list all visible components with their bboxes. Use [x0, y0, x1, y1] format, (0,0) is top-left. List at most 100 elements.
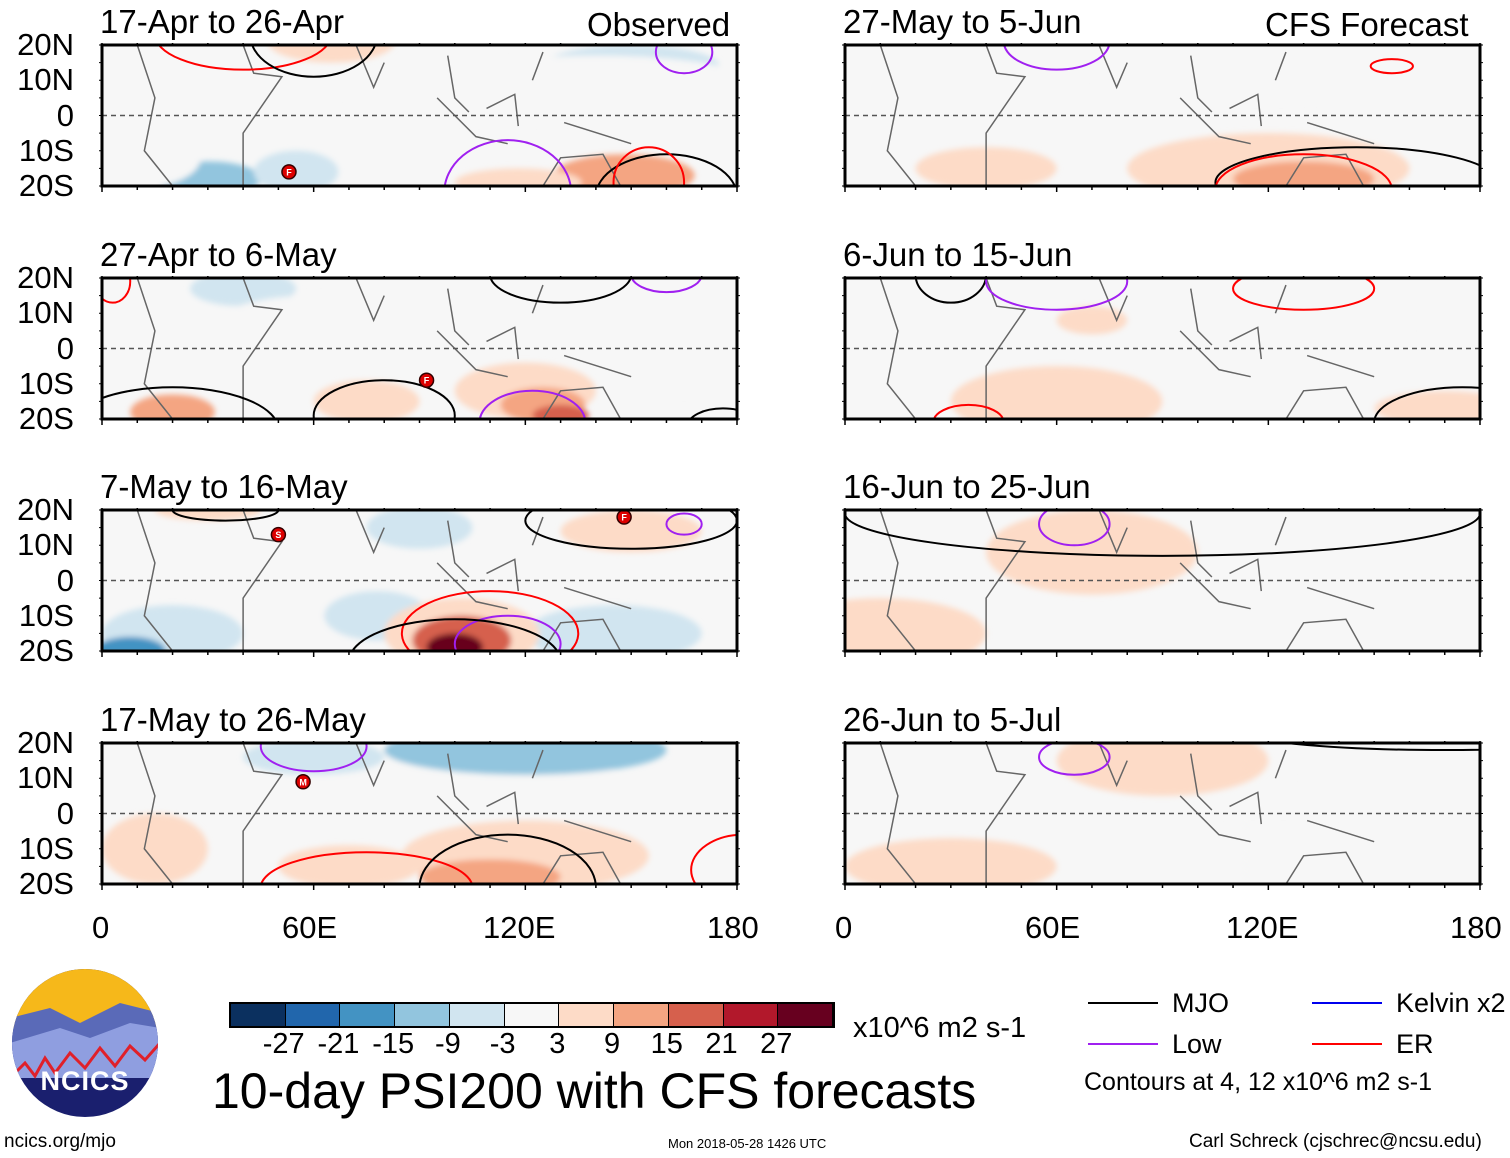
contour-er — [690, 833, 737, 884]
contour-mjo — [524, 510, 737, 550]
panel-title: 17-May to 26-May — [100, 701, 366, 738]
contour-low — [443, 139, 572, 186]
y-tick: 20S — [18, 401, 74, 436]
svg-text:F: F — [286, 167, 292, 177]
contour-mjo — [845, 510, 1480, 557]
panel-title: 7-May to 16-May — [100, 468, 348, 505]
legend-line — [1312, 1043, 1382, 1045]
contour-mjo — [171, 510, 280, 522]
y-tick: 10S — [18, 830, 74, 866]
storm-icon: M — [295, 774, 311, 790]
colorbar-tick: 21 — [705, 1028, 738, 1060]
x-tick: 180 — [707, 910, 759, 945]
y-tick: 10N — [17, 62, 74, 98]
colorbar-swatch — [395, 1004, 450, 1026]
y-tick: 10S — [18, 365, 74, 401]
y-tick: 20N — [17, 27, 74, 62]
anomaly-region — [253, 150, 339, 186]
contour-low — [1038, 743, 1111, 776]
coastline — [136, 45, 632, 186]
y-tick: 0 — [56, 795, 74, 831]
logo-text: NCICS — [40, 1066, 130, 1096]
figure-title: 10-day PSI200 with CFS forecasts — [212, 1063, 977, 1119]
contour-er — [612, 146, 686, 186]
contour-mjo — [102, 386, 277, 419]
legend-line — [1088, 1002, 1158, 1004]
colorbar-tick: 9 — [604, 1028, 621, 1060]
storm-icon: F — [616, 510, 632, 525]
anomaly-region — [845, 838, 1057, 884]
anomaly-region — [845, 598, 987, 651]
footer-url[interactable]: ncics.org/mjo — [4, 1131, 116, 1152]
panel-title: 27-Apr to 6-May — [100, 236, 337, 273]
storm-icon: F — [281, 164, 297, 180]
contour-low — [453, 614, 562, 651]
contour-low — [478, 389, 586, 419]
anomaly-region — [1127, 288, 1410, 374]
map-panel — [842, 741, 1483, 890]
storm-icon: F — [418, 372, 435, 388]
colorbar: -27 -21 -15 -9 -3 3 9 15 21 27 — [229, 1002, 835, 1062]
contour-er — [157, 45, 329, 71]
legend-label: Low — [1172, 1029, 1222, 1059]
x-tick: 0 — [92, 910, 110, 945]
footer-author: Carl Schreck (cjschrec@ncsu.edu) — [1189, 1131, 1482, 1152]
contour-low — [259, 743, 368, 773]
contour-er — [102, 278, 132, 304]
y-tick: 20N — [17, 260, 74, 295]
y-tick: 0 — [56, 330, 74, 366]
map-panel: SF — [99, 508, 740, 657]
contour-mjo — [1214, 146, 1480, 186]
y-tick: 10S — [18, 132, 74, 168]
y-tick: 0 — [56, 562, 74, 598]
contour-low — [665, 512, 703, 536]
panel-title: 17-Apr to 26-Apr — [100, 3, 344, 40]
coastline — [879, 278, 1375, 419]
coastline — [879, 510, 1375, 651]
anomaly-region — [348, 87, 667, 123]
anomaly-region — [268, 45, 394, 63]
colorbar-units: x10^6 m2 s-1 — [853, 1012, 1027, 1044]
anomaly-region — [207, 295, 420, 367]
contour-er — [1369, 58, 1414, 75]
map-panel — [842, 43, 1483, 192]
colorbar-swatch — [723, 1004, 779, 1026]
colorbar-swatch — [614, 1004, 669, 1026]
anomaly-region — [613, 337, 737, 395]
anomaly-region — [532, 404, 589, 419]
y-tick: 10N — [17, 527, 74, 563]
legend-line — [1312, 1002, 1382, 1004]
colorbar-tick: -27 — [262, 1028, 305, 1060]
x-tick: 180 — [1450, 910, 1502, 945]
anomaly-region — [130, 394, 215, 419]
anomaly-region — [1233, 161, 1375, 186]
y-tick: 10S — [18, 597, 74, 633]
contour-low — [654, 45, 714, 75]
contour-mjo — [914, 278, 987, 304]
y-tick: 10N — [17, 295, 74, 331]
anomaly-region — [154, 510, 261, 521]
colorbar-swatch — [231, 1004, 286, 1026]
svg-text:M: M — [299, 777, 307, 787]
svg-text:F: F — [424, 376, 430, 386]
colorbar-swatch — [778, 1004, 834, 1026]
anomaly-region — [384, 743, 667, 775]
x-tick: 120E — [1226, 910, 1299, 945]
contour-mjo — [689, 407, 737, 419]
contour-mjo — [489, 278, 632, 304]
map-panel: M — [99, 741, 740, 890]
contour-er — [1214, 153, 1393, 186]
contour-mjo — [351, 618, 559, 651]
anomaly-region — [880, 45, 1092, 74]
anomaly-region — [1056, 306, 1128, 335]
anomaly-region — [1056, 827, 1480, 884]
y-tick: 10N — [17, 760, 74, 796]
contour-note: Contours at 4, 12 x10^6 m2 s-1 — [1084, 1068, 1433, 1096]
anomaly-region — [525, 605, 702, 651]
contour-mjo — [597, 153, 736, 186]
anomaly-region — [243, 743, 385, 775]
colorbar-tick: -9 — [435, 1028, 461, 1060]
contour-mjo — [312, 379, 456, 419]
panel-title: 26-Jun to 5-Jul — [843, 701, 1062, 738]
legend-label: Kelvin x2 — [1396, 988, 1506, 1018]
